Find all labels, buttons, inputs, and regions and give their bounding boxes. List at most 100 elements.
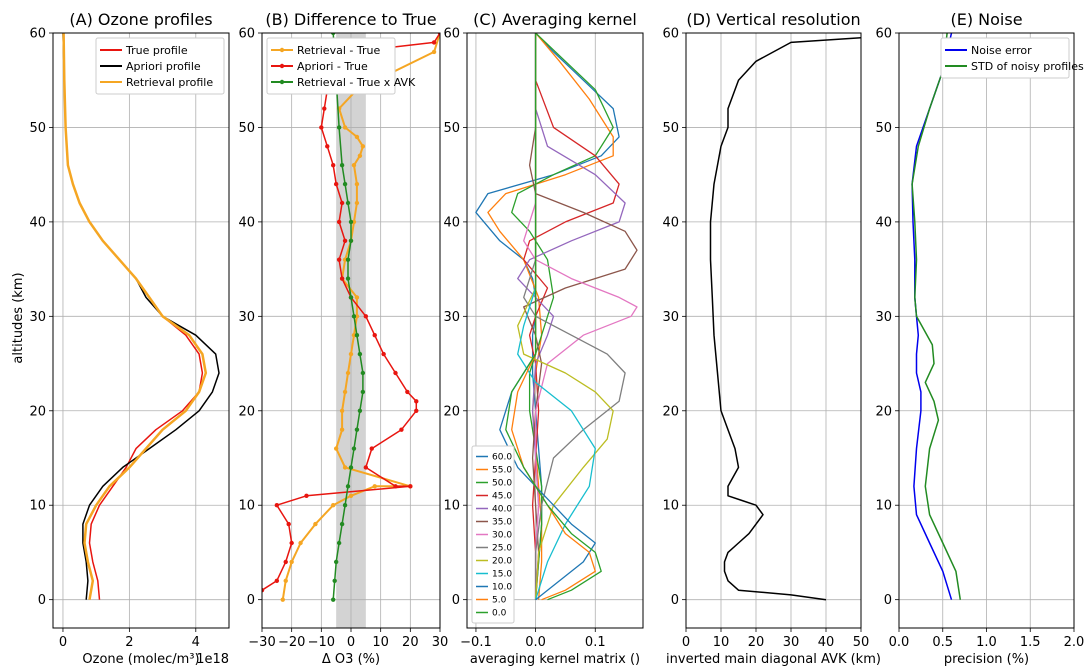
data-point [393,370,398,376]
y-tick-label: 50 [238,121,255,136]
x-tick-label: 20 [402,635,419,650]
series-group [62,33,220,600]
series-line [517,33,614,600]
legend-label: Retrieval - True x AVK [297,76,416,89]
data-point [289,559,294,565]
data-point [336,540,342,546]
y-tick-label: 20 [443,404,460,419]
data-point [333,446,339,451]
data-point [357,351,363,357]
data-point [431,49,437,55]
series-line [511,33,614,600]
data-point [360,389,366,395]
data-point [283,578,288,583]
legend-label: Apriori profile [126,60,201,73]
y-tick-label: 10 [875,499,892,514]
data-point [408,484,413,489]
y-tick-label: 10 [443,499,460,514]
y-tick-label: 0 [247,593,255,608]
data-point [339,521,345,527]
legend-label: 40.0 [492,505,512,515]
legend-label: Noise error [971,44,1032,57]
x-tick-label: 1.0 [976,635,997,650]
data-point [348,238,354,243]
y-tick-label: 0 [671,593,679,608]
data-point [351,446,357,451]
y-tick-label: 50 [662,121,679,136]
data-point [339,200,345,206]
data-point [348,219,354,225]
data-point [325,144,330,149]
data-point [336,125,342,130]
y-tick-label: 50 [29,121,46,136]
legend-label: 55.0 [492,466,512,476]
data-point [342,389,348,395]
legend: Noise error STD of noisy profiles [940,37,1084,79]
series-line [505,33,602,601]
x-tick-label: 30 [783,635,800,650]
x-axis-label: Δ O3 (%) [322,652,380,667]
data-point [342,503,348,508]
legend-label: STD of noisy profiles [971,60,1084,73]
data-point [354,181,360,187]
data-point [345,200,351,206]
axes-frame [898,32,1075,629]
legend-label: 5.0 [492,596,507,606]
data-point [289,540,294,546]
data-point [339,276,345,281]
data-point [354,134,360,140]
y-tick-label: 20 [29,404,46,419]
y-tick-label: 60 [875,27,892,42]
legend-label: 10.0 [492,583,512,593]
legend-frame [266,37,396,95]
x-axis-label: Ozone (molec/m³) [82,652,199,667]
data-point [283,559,288,565]
y-tick-label: 30 [875,310,892,325]
legend-marker [279,47,285,53]
data-point [363,314,369,319]
x-tick-label: 10 [713,635,730,650]
data-point [322,106,327,111]
data-point [414,399,419,404]
axes-frame [261,32,441,629]
y-tick-label: 0 [38,593,46,608]
series-group [911,33,962,600]
data-point [360,144,366,149]
legend: True profile Apriori profile Retrieval pro… [95,37,225,95]
data-point [336,219,342,225]
legend-label: 20.0 [492,557,512,567]
y-tick-label: 10 [238,499,255,514]
data-point [339,427,345,432]
series-group [709,36,861,601]
legend-label: 15.0 [492,570,512,580]
data-point [331,503,336,508]
series-line [475,33,620,600]
y-tick-label: 20 [238,404,255,419]
legend-frame [95,37,225,95]
data-point [369,446,374,451]
x-tick-label: 0.5 [932,635,953,650]
data-point [354,427,360,432]
data-point [280,597,285,602]
data-point [286,521,291,527]
data-point [351,314,357,319]
y-tick-label: 40 [662,215,679,230]
data-point [345,484,351,489]
series-line [523,33,638,600]
y-tick-label: 10 [29,499,46,514]
data-point [342,125,348,130]
data-point [304,493,309,498]
data-point [319,125,324,130]
y-tick-label: 40 [875,215,892,230]
legend-frame [471,445,515,624]
data-point [342,238,348,243]
data-point [372,484,377,489]
x-tick-label: 0 [59,635,67,650]
data-point [414,408,419,413]
legend-label: 50.0 [492,479,512,489]
data-point [357,153,363,158]
y-tick-label: 60 [662,27,679,42]
legend: 60.0 55.0 50.0 45.0 40.0 35.0 30.0 25.0 20.0 15.0… [471,445,515,624]
